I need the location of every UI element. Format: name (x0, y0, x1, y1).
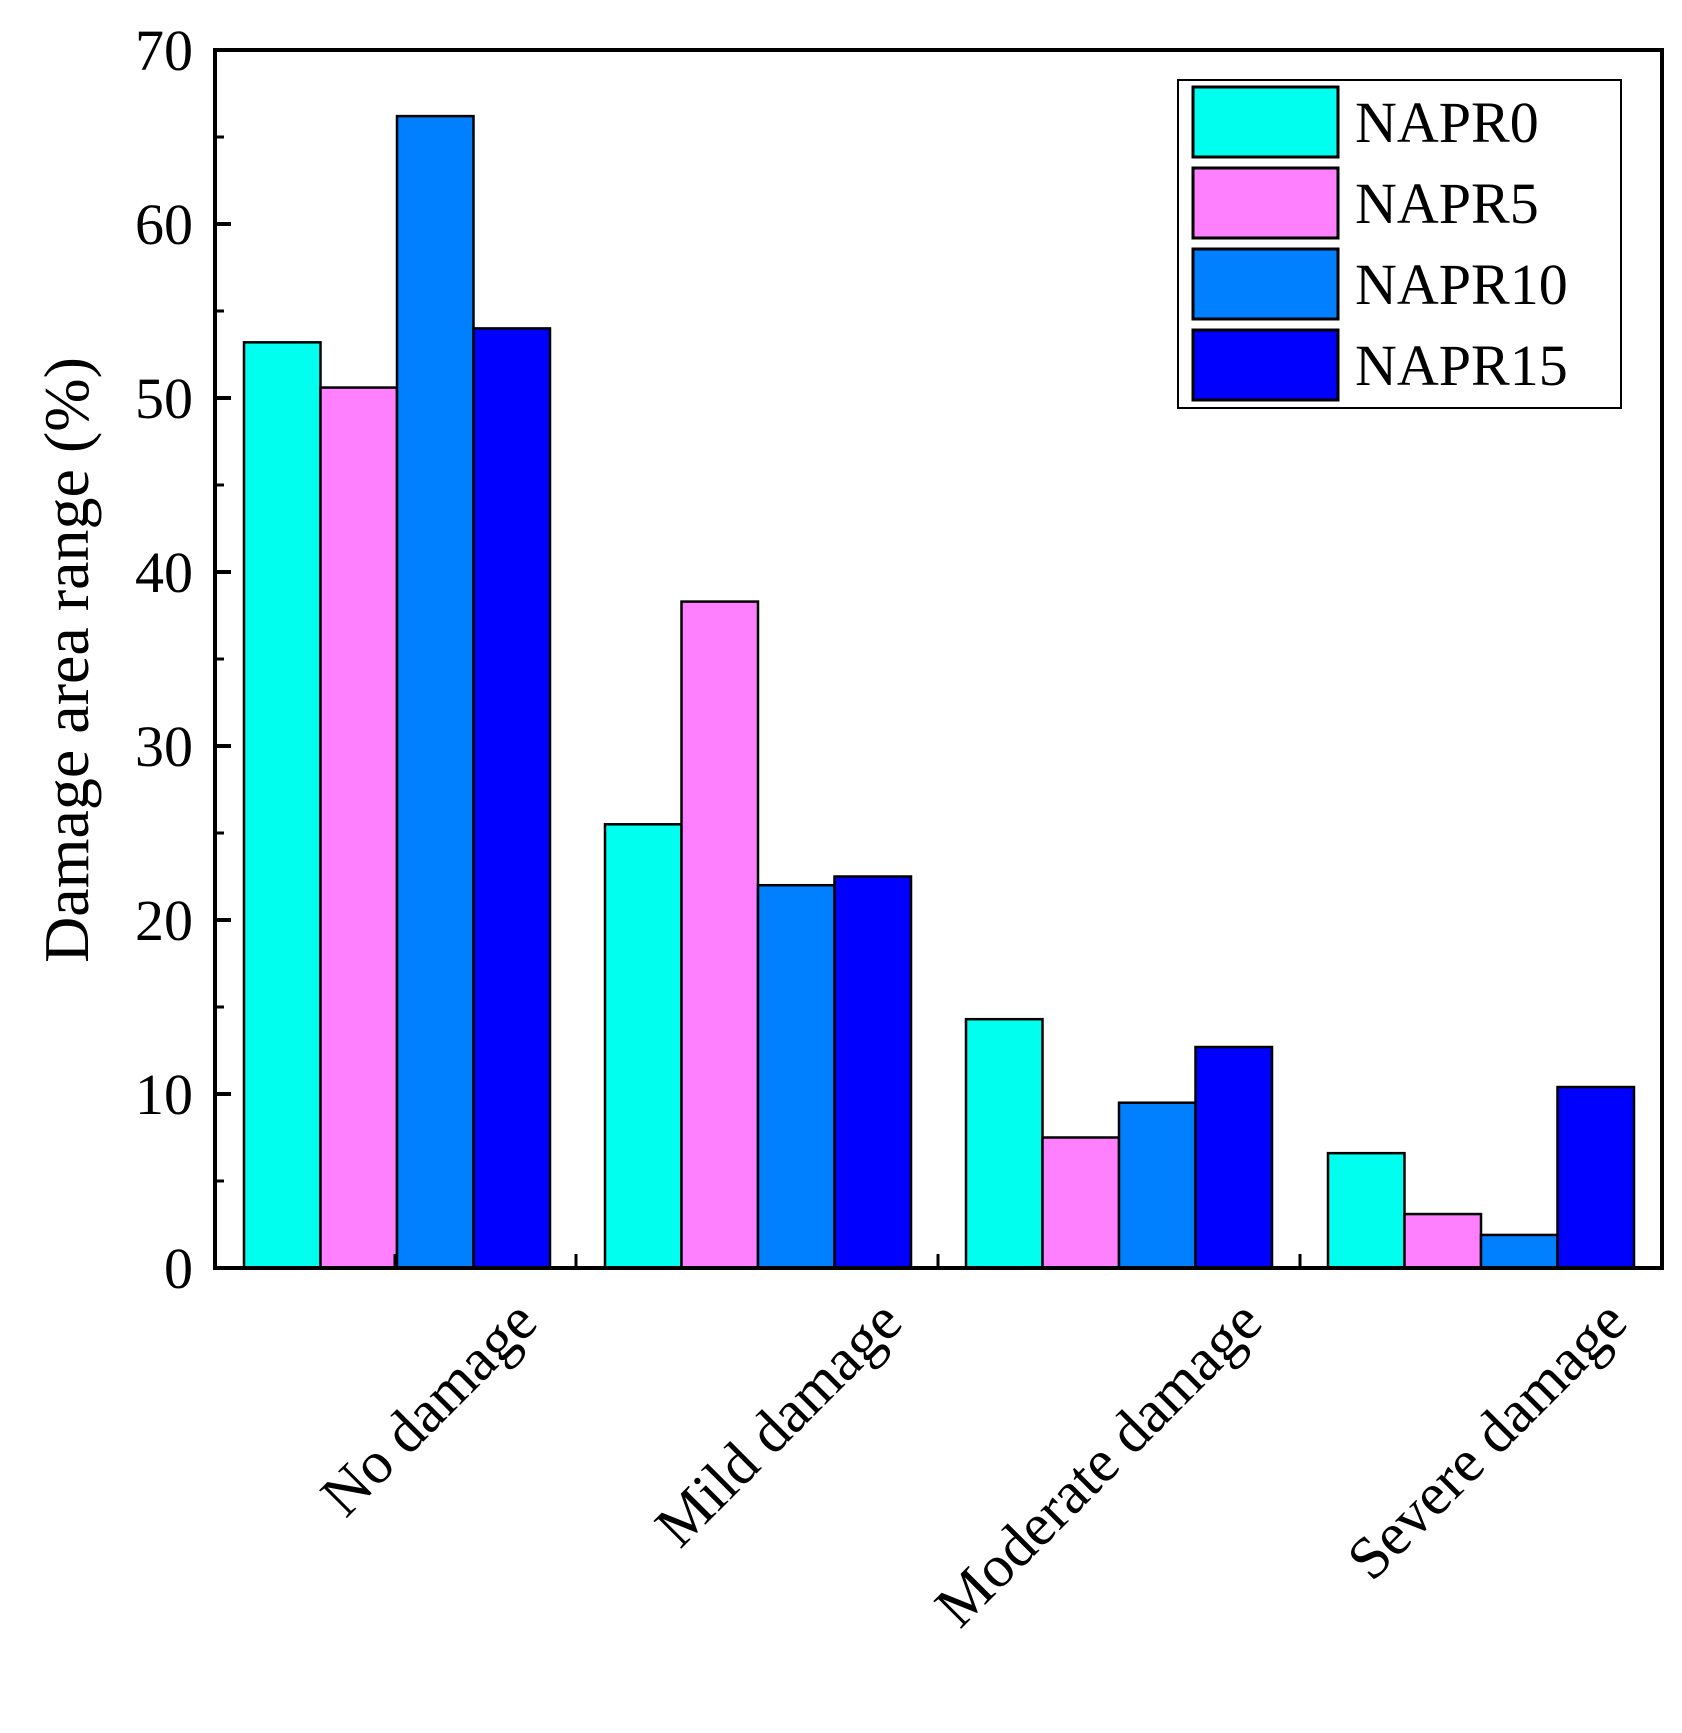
bar-napr5-1 (680, 600, 760, 1270)
category-label: Mild damage (642, 1288, 914, 1560)
y-tick-label: 30 (135, 714, 193, 779)
bar-napr10-3 (1479, 1233, 1559, 1270)
bar-napr0-1 (603, 823, 683, 1270)
y-axis-title: Damage area range (%) (31, 357, 102, 963)
y-tick-label: 60 (135, 192, 193, 257)
category-label: No damage (308, 1288, 549, 1529)
y-tick-label: 40 (135, 540, 193, 605)
bar-napr10-1 (756, 883, 836, 1270)
y-tick-label: 10 (135, 1062, 193, 1127)
bar-napr15-1 (833, 875, 913, 1270)
bar-napr5-3 (1403, 1212, 1483, 1270)
legend-swatch-napr15 (1191, 328, 1340, 402)
axes-layer (213, 48, 1664, 1270)
y-tick-label: 0 (164, 1236, 193, 1301)
bar-napr0-0 (242, 341, 322, 1270)
bar-napr15-3 (1556, 1085, 1636, 1270)
legend-swatch-napr5 (1191, 166, 1340, 240)
legend-swatch-napr10 (1191, 247, 1340, 321)
legend: NAPR0 NAPR5 NAPR10 NAPR15 (1177, 79, 1622, 409)
bar-napr15-0 (472, 327, 552, 1270)
category-label: Moderate damage (922, 1288, 1274, 1640)
y-tick-label: 50 (135, 366, 193, 431)
legend-label: NAPR15 (1355, 333, 1568, 398)
y-tick-label: 20 (135, 888, 193, 953)
legend-label: NAPR0 (1355, 90, 1539, 155)
bar-napr5-2 (1041, 1136, 1121, 1270)
legend-swatch-napr0 (1191, 85, 1340, 159)
bar-napr10-2 (1117, 1101, 1197, 1270)
legend-label: NAPR5 (1355, 171, 1539, 236)
bar-napr5-0 (319, 386, 399, 1270)
legend-label: NAPR10 (1355, 252, 1568, 317)
bar-napr10-0 (395, 114, 475, 1270)
bars-layer (242, 114, 1636, 1270)
bar-napr15-2 (1194, 1045, 1274, 1270)
category-label: Severe damage (1335, 1288, 1640, 1593)
y-tick-label: 70 (135, 18, 193, 83)
bar-napr0-3 (1326, 1151, 1406, 1270)
bar-napr0-2 (964, 1017, 1044, 1270)
